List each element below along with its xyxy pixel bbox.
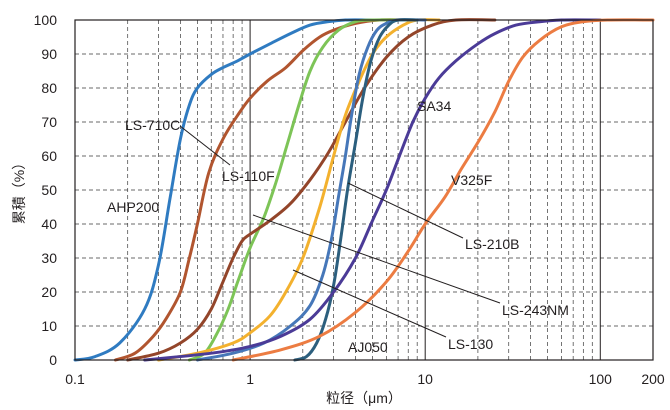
- y-tick-label-10: 100: [34, 12, 58, 28]
- series-line-1: [113, 18, 410, 362]
- series-line-4: [157, 18, 441, 362]
- series-label-8: AJ050: [348, 339, 388, 355]
- series-label-5: LS-210B: [465, 236, 519, 252]
- y-tick-label-3: 30: [41, 250, 57, 266]
- series-label-4: V325F: [451, 172, 492, 188]
- x-tick-label-3: 100: [589, 371, 613, 387]
- series-lines: [73, 18, 655, 362]
- y-tick-label-4: 40: [41, 216, 57, 232]
- x-tick-label-2: 10: [417, 371, 433, 387]
- y-tick-labels: 0 10 20 30 40 50 60 70 80 90 100: [34, 12, 58, 368]
- series-line-6: [293, 18, 419, 362]
- series-line-7: [143, 18, 602, 362]
- y-tick-label-2: 20: [41, 284, 57, 300]
- leader-line-0: [179, 125, 231, 166]
- series-label-7: LS-130: [448, 336, 493, 352]
- x-tick-labels: 0.1 1 10 100 200: [65, 371, 665, 387]
- series-label-0: LS-710C: [125, 117, 180, 133]
- x-axis-title: 粒径（μm）: [326, 390, 402, 406]
- series-labels: LS-710C LS-110F AHP200 SA34 V325F LS-210B LS-2…: [107, 98, 569, 355]
- grid-lines: [75, 20, 653, 360]
- leader-line-6: [252, 214, 501, 304]
- x-tick-label-4: 200: [641, 371, 665, 387]
- series-label-2: AHP200: [107, 199, 159, 215]
- leader-line-5: [347, 182, 464, 239]
- series-line-0: [73, 18, 374, 362]
- series-label-1: LS-110F: [222, 168, 275, 184]
- label-leader-lines: [179, 125, 501, 338]
- x-tick-label-0: 0.1: [65, 371, 85, 387]
- series-line-5: [195, 18, 427, 362]
- series-label-6: LS-243NM: [502, 302, 569, 318]
- series-line-2: [187, 18, 410, 362]
- series-label-3: SA34: [417, 98, 451, 114]
- y-axis-title: 累積（%）: [11, 156, 27, 224]
- y-tick-label-9: 90: [41, 46, 57, 62]
- plot-frame: [74, 19, 654, 361]
- series-line-3: [126, 18, 497, 362]
- y-tick-label-6: 60: [41, 148, 57, 164]
- y-tick-label-0: 0: [49, 352, 57, 368]
- x-tick-label-1: 1: [246, 371, 254, 387]
- series-line-8: [231, 18, 655, 362]
- y-tick-label-7: 70: [41, 114, 57, 130]
- y-tick-label-8: 80: [41, 80, 57, 96]
- y-tick-label-1: 10: [41, 318, 57, 334]
- leader-line-7: [292, 269, 447, 338]
- y-tick-label-5: 50: [41, 182, 57, 198]
